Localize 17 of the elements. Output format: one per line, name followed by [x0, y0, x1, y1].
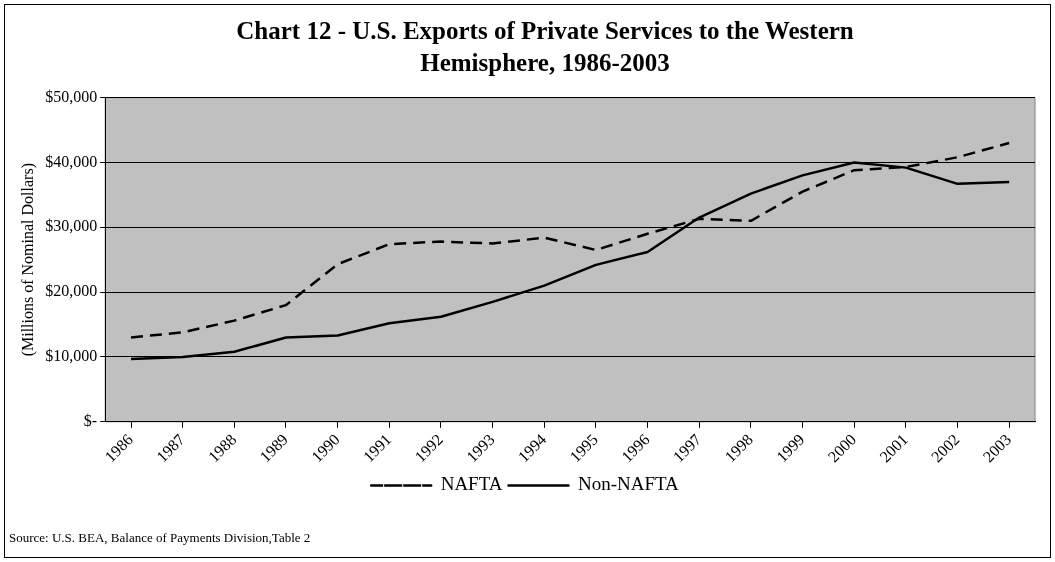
- x-tick-label: 1989: [256, 430, 292, 466]
- y-tick-label: $10,000: [45, 347, 98, 365]
- y-tick-label: $40,000: [45, 152, 98, 170]
- x-tick-label: 1991: [359, 430, 395, 466]
- source-note: Source: U.S. BEA, Balance of Payments Division,Table 2: [9, 530, 311, 546]
- y-tick-label: $-: [83, 412, 98, 429]
- y-tick-label: $50,000: [45, 87, 98, 105]
- x-tick-label: 1999: [773, 430, 808, 466]
- legend-label: NAFTA: [440, 473, 503, 495]
- y-tick-label: $30,000: [45, 217, 98, 235]
- y-tick-label: $20,000: [45, 282, 98, 300]
- x-tick-label: 1993: [463, 430, 498, 466]
- x-tick-label: 1992: [411, 430, 447, 466]
- x-tick-label: 1990: [308, 430, 343, 466]
- legend-label: Non-NAFTA: [577, 473, 680, 495]
- y-axis-title: (Millions of Nominal Dollars): [18, 163, 37, 357]
- chart-title: Chart 12 - U.S. Exports of Private Services to the Western Hemisphere, 1986-2003: [235, 16, 855, 78]
